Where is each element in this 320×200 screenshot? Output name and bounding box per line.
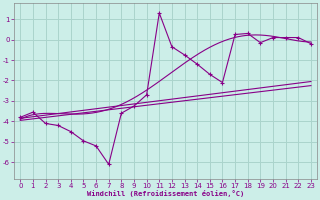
X-axis label: Windchill (Refroidissement éolien,°C): Windchill (Refroidissement éolien,°C) xyxy=(87,190,244,197)
